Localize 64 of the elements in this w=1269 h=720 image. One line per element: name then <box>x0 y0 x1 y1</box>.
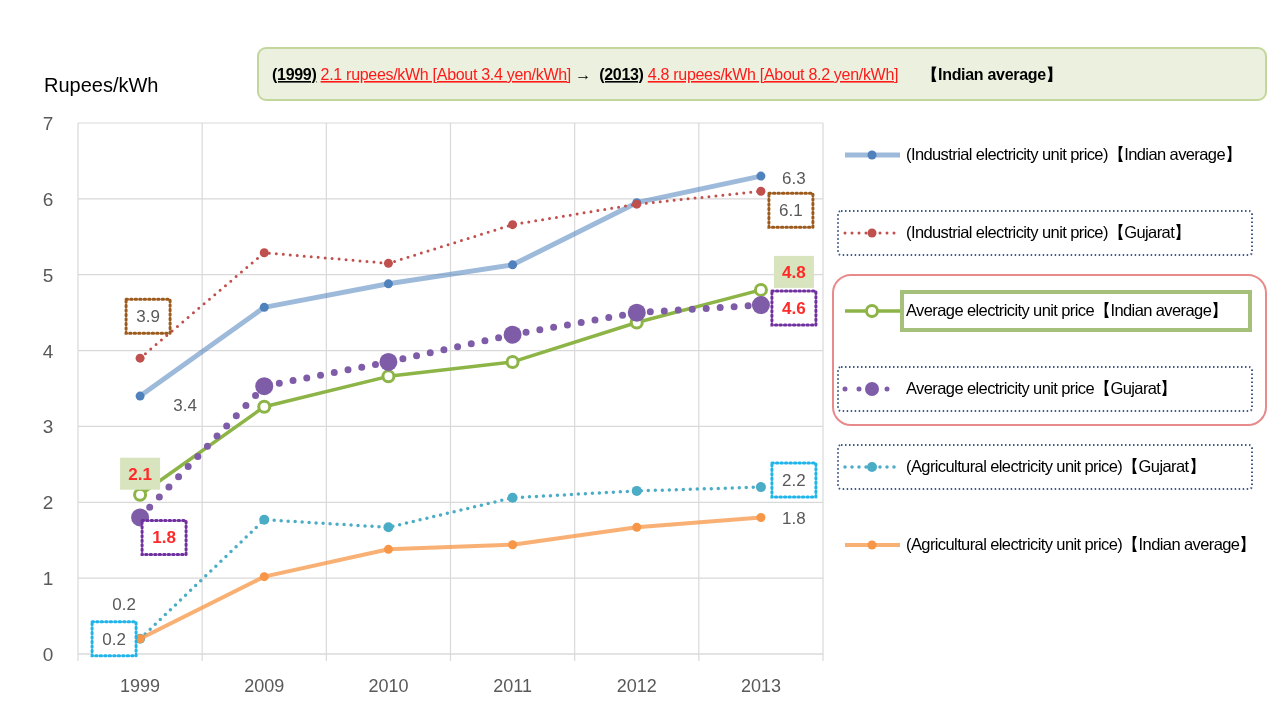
point <box>257 399 272 414</box>
legend-label: (Industrial electricity unit price)【Gujarat】 <box>906 223 1191 241</box>
point <box>259 302 269 312</box>
point <box>259 248 269 258</box>
x-tick-label: 2012 <box>616 676 657 696</box>
x-tick-label: 2013 <box>740 676 781 696</box>
point <box>383 258 393 268</box>
data-label: 6.3 <box>782 169 806 189</box>
legend-label: (Agricultural electricity unit price)【Gujarat】 <box>906 457 1205 475</box>
data-label: 2.1 <box>128 464 152 484</box>
data-label: 0.2 <box>102 629 126 649</box>
point <box>632 522 642 532</box>
point <box>756 512 766 522</box>
point <box>631 485 642 496</box>
y-axis-title: Rupees/kWh <box>44 74 159 96</box>
point <box>508 540 518 550</box>
point <box>751 296 770 315</box>
legend-label: (Industrial electricity unit price)【Indian average】 <box>906 145 1242 163</box>
point <box>383 279 393 289</box>
point <box>255 377 274 396</box>
y-tick-label: 6 <box>42 188 54 210</box>
point <box>756 186 766 196</box>
y-tick-label: 0 <box>42 644 54 665</box>
data-label: 4.6 <box>782 299 806 319</box>
legend-label: Average electricity unit price【Indian average】 <box>906 301 1228 319</box>
data-label: 0.2 <box>112 594 136 614</box>
point <box>627 303 646 322</box>
legend-label: Average electricity unit price【Gujarat】 <box>906 379 1177 397</box>
data-label: 3.9 <box>136 307 160 327</box>
y-tick-label: 4 <box>42 340 54 362</box>
point <box>756 171 766 181</box>
point <box>505 354 520 369</box>
point <box>508 220 518 230</box>
x-tick-label: 2009 <box>244 676 285 696</box>
chart-title: (1999) 2.1 rupees/kWh [About 3.4 yen/kWh] → (2013) 4.8 rupees/kWh [About 8.2 yen/kWh] 【Indian average】 <box>272 66 1062 83</box>
y-tick-label: 3 <box>42 416 54 438</box>
point <box>135 353 145 363</box>
point <box>383 522 394 533</box>
point <box>755 482 766 493</box>
data-label: 6.1 <box>779 201 803 221</box>
x-tick-label: 2010 <box>368 676 409 696</box>
data-label: 1.8 <box>152 528 176 548</box>
point <box>135 391 145 401</box>
data-label: 1.8 <box>782 509 806 529</box>
point <box>383 544 393 554</box>
point <box>381 369 396 384</box>
y-tick-label: 2 <box>42 492 54 514</box>
y-tick-label: 7 <box>42 113 54 134</box>
y-tick-label: 5 <box>42 264 54 286</box>
x-tick-label: 1999 <box>120 676 161 696</box>
y-tick-label: 1 <box>42 568 54 590</box>
data-label: 4.8 <box>782 262 806 282</box>
point <box>379 352 398 371</box>
point <box>259 514 270 525</box>
point <box>507 492 518 503</box>
x-tick-label: 2011 <box>493 676 532 696</box>
data-label: 2.2 <box>782 471 806 491</box>
point <box>753 282 768 297</box>
point <box>133 487 148 502</box>
data-label: 3.4 <box>173 396 197 416</box>
legend-label: (Agricultural electricity unit price)【Indian average】 <box>906 535 1256 553</box>
point <box>503 325 522 344</box>
point <box>259 572 269 582</box>
point <box>508 260 518 270</box>
